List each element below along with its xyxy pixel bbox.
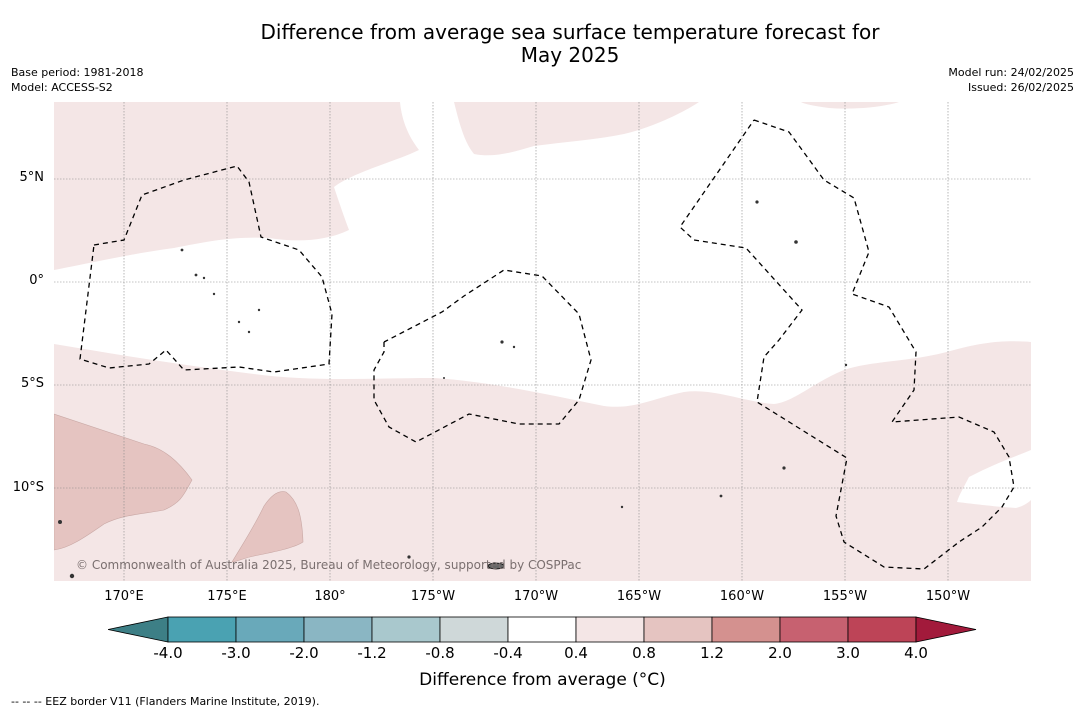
colorbar-tick-label: -4.0 — [153, 644, 183, 662]
colorbar-tick-label: 3.0 — [836, 644, 860, 662]
anomaly-region-north-west — [54, 102, 419, 270]
lon-label-180: 180° — [314, 589, 346, 604]
colorbar-cell — [643, 616, 713, 643]
lon-label-170e: 170°E — [104, 589, 144, 604]
colorbar-cell — [575, 616, 645, 643]
lat-label-5s: 5°S — [20, 376, 44, 391]
colorbar-cell — [167, 616, 237, 643]
colorbar-cell — [371, 616, 441, 643]
colorbar-cell — [303, 616, 373, 643]
lon-label-150w: 150°W — [925, 589, 971, 604]
title-line-1: Difference from average sea surface temp… — [260, 20, 880, 44]
colorbar-cell — [439, 616, 509, 643]
colorbar-tick-label: 0.4 — [564, 644, 588, 662]
lon-label-155w: 155°W — [822, 589, 868, 604]
title-line-2: May 2025 — [520, 43, 620, 67]
colorbar-cell — [847, 616, 917, 643]
gridlines — [54, 102, 1031, 581]
model-run: Model run: 24/02/2025 — [948, 66, 1074, 79]
colorbar — [107, 616, 978, 647]
lat-label-0: 0° — [29, 273, 44, 288]
colorbar-tick-label: -0.8 — [425, 644, 455, 662]
model-name: Model: ACCESS-S2 — [11, 81, 113, 94]
chart-title: Difference from average sea surface temp… — [200, 21, 940, 67]
lon-label-170w: 170°W — [513, 589, 559, 604]
colorbar-cell — [711, 616, 781, 643]
colorbar-tick-label: 0.8 — [632, 644, 656, 662]
issued-date: Issued: 26/02/2025 — [967, 81, 1074, 94]
lat-label-10s: 10°S — [12, 480, 44, 495]
colorbar-cell — [235, 616, 305, 643]
lon-label-160w: 160°W — [719, 589, 765, 604]
anomaly-region-south-strong — [231, 491, 304, 563]
model-info: Base period: 1981-2018 Model: ACCESS-S2 — [11, 65, 143, 95]
lat-label-5n: 5°N — [19, 170, 45, 185]
colorbar-tick-label: -2.0 — [289, 644, 319, 662]
islands — [58, 200, 848, 579]
colorbar-extend-high — [915, 616, 977, 643]
colorbar-cell — [507, 616, 577, 643]
eez-legend-footnote: -- -- -- EEZ border V11 (Flanders Marine… — [11, 695, 320, 708]
run-info: Model run: 24/02/2025 Issued: 26/02/2025 — [948, 65, 1074, 95]
colorbar-label: Difference from average (°C) — [419, 670, 666, 690]
lon-label-165w: 165°W — [616, 589, 662, 604]
base-period: Base period: 1981-2018 — [11, 66, 144, 79]
copyright-notice: © Commonwealth of Australia 2025, Bureau… — [76, 558, 582, 572]
anomaly-region-south-west-strong — [54, 413, 193, 551]
colorbar-cell — [779, 616, 849, 643]
colorbar-extend-low — [107, 616, 169, 643]
colorbar-tick-label: 4.0 — [904, 644, 928, 662]
eez-border-phoenix — [373, 269, 592, 443]
colorbar-svg — [107, 616, 977, 643]
anomaly-region-south — [54, 341, 1031, 581]
map-svg — [54, 102, 1031, 581]
anomaly-region-north-east — [801, 102, 899, 109]
neutral-pocket-east — [957, 450, 1031, 508]
colorbar-tick-label: -0.4 — [493, 644, 523, 662]
eez-borders — [79, 119, 1015, 570]
lon-label-175e: 175°E — [207, 589, 247, 604]
map-area[interactable] — [54, 102, 1031, 581]
lon-label-175w: 175°W — [410, 589, 456, 604]
eez-border-kiribati-gilbert — [79, 165, 333, 373]
colorbar-tick-label: 1.2 — [700, 644, 724, 662]
colorbar-tick-label: 2.0 — [768, 644, 792, 662]
anomaly-region-north-center — [454, 102, 699, 156]
eez-border-line-islands — [679, 119, 1015, 570]
colorbar-tick-label: -1.2 — [357, 644, 387, 662]
colorbar-tick-label: -3.0 — [221, 644, 251, 662]
